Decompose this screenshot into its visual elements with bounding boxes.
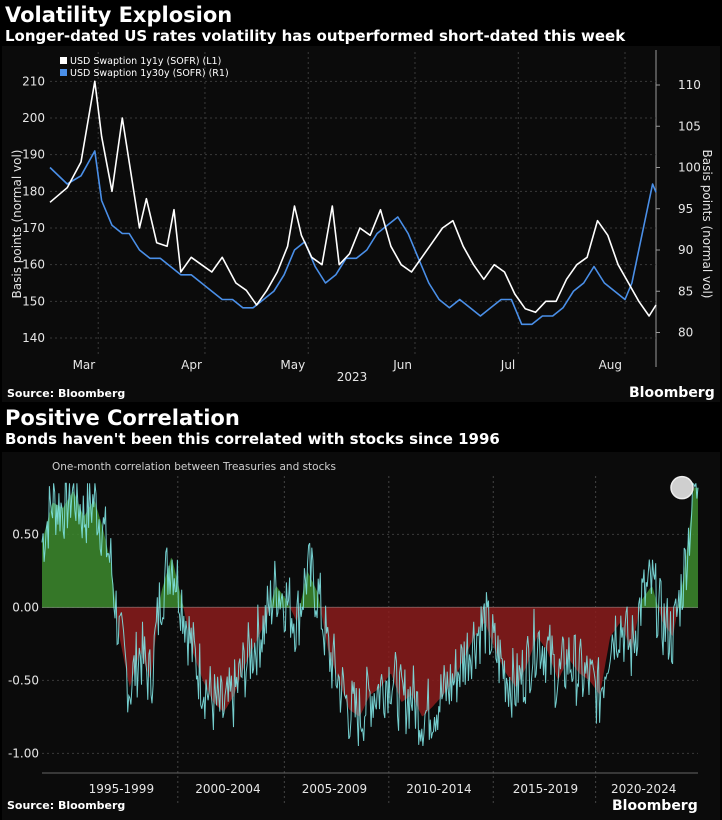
y-left-tick-label: 210 [22,74,45,88]
y-axis-right-label: Basis points (normal vol) [700,150,714,299]
legend-swatch-1y30y [60,69,67,76]
chart-1-subtitle: Longer-dated US rates volatility has out… [5,27,626,45]
bloomberg-logo: Bloomberg [629,385,715,401]
y-tick-label: -0.50 [8,673,39,687]
y-tick-label: 0.00 [12,600,39,614]
y-right-tick-label: 95 [678,202,693,216]
x-tick-label: Aug [599,358,622,372]
volatility-chart: 140 150 160 170 180 190 200 210 80 85 90 95 100 105 11… [7,50,715,401]
y-left-tick-label: 200 [22,111,45,125]
y-right-tick-label: 80 [678,326,693,340]
y-right-tick-label: 110 [678,78,701,92]
chart-2-subtitle: Bonds haven't been this correlated with … [5,430,500,448]
legend-label-1y1y: USD Swaption 1y1y (SOFR) (L1) [70,56,221,67]
chart-2-source: Source: Bloomberg [7,799,125,812]
y-tick-label: 0.50 [12,527,39,541]
bloomberg-logo-2: Bloomberg [612,798,698,814]
y-left-tick-label: 170 [22,221,45,235]
chart-2-annotation: One-month correlation between Treasuries… [52,461,336,473]
series-line-1y1y [49,80,657,317]
x-tick-label: 2020-2024 [611,782,676,796]
x-tick-label: Mar [73,358,96,372]
x-tick-label: 1995-1999 [89,782,154,796]
x-tick-label: Jul [500,358,515,372]
chart-2-panel: 0.50 0.00 -0.50 -1.00 1995-1999 2000-2004 2005… [2,452,720,820]
legend-label-1y30y: USD Swaption 1y30y (SOFR) (R1) [70,68,229,79]
chart-1-title: Volatility Explosion [5,3,233,27]
series-line-1y30y [49,150,657,326]
y-right-tick-label: 85 [678,284,693,298]
y-axis-left-label: Basis points (normal vol) [10,150,24,299]
y-right-tick-label: 100 [678,161,701,175]
chart-2-title: Positive Correlation [5,406,240,430]
latest-value-marker [670,475,694,500]
correlation-chart: 0.50 0.00 -0.50 -1.00 1995-1999 2000-2004 2005… [7,461,699,814]
y-right-tick-label: 90 [678,243,693,257]
y-left-tick-label: 150 [22,294,45,308]
x-tick-label: May [280,358,305,372]
x-tick-label: 2005-2009 [302,782,367,796]
chart-1-legend: USD Swaption 1y1y (SOFR) (L1) USD Swapti… [60,56,229,79]
x-tick-label: Apr [181,358,202,372]
y-left-tick-label: 190 [22,148,45,162]
x-tick-label: 2015-2019 [513,782,578,796]
y-left-tick-label: 180 [22,184,45,198]
x-tick-label: 2010-2014 [406,782,471,796]
legend-swatch-1y1y [60,57,67,64]
x-tick-label: Jun [392,358,412,372]
chart-1-source: Source: Bloomberg [7,387,125,400]
chart-1-panel: 140 150 160 170 180 190 200 210 80 85 90 95 100 105 11… [2,46,720,402]
y-tick-label: -1.00 [8,746,39,760]
x-tick-label: 2000-2004 [195,782,260,796]
y-left-tick-label: 140 [22,331,45,345]
y-left-tick-label: 160 [22,258,45,272]
correlation-line [41,482,699,747]
positive-correlation-area [42,487,698,608]
year-label: 2023 [337,370,368,384]
y-right-tick-label: 105 [678,119,701,133]
